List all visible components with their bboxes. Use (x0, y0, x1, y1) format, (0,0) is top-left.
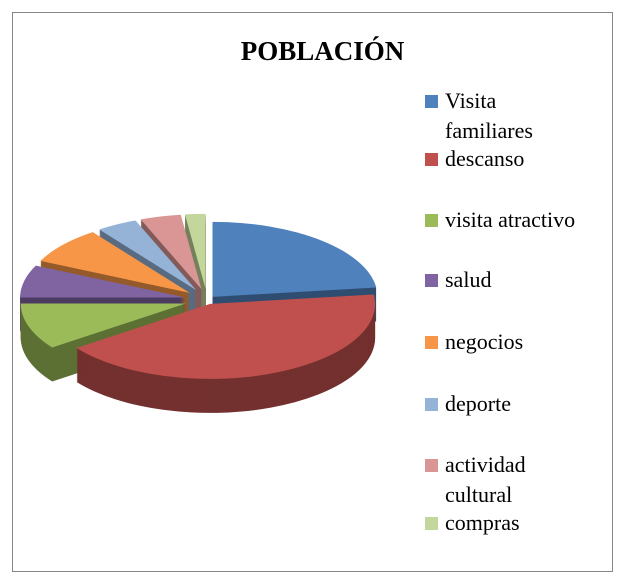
legend-label: compras (445, 510, 520, 535)
slice-top (99, 220, 197, 291)
legend-item: deporte (425, 389, 615, 419)
legend-swatch (425, 214, 438, 227)
slice-top (184, 213, 206, 289)
legend-label: salud (445, 267, 492, 292)
legend-item: salud (425, 265, 615, 295)
legend-item: visita atractivo (425, 205, 615, 235)
legend-swatch (425, 95, 438, 108)
slice-top (40, 232, 190, 293)
legend-label: deporte (445, 391, 511, 416)
slice-top (212, 221, 377, 297)
legend-swatch (425, 274, 438, 287)
pie-slice (76, 294, 376, 413)
slice-top (76, 294, 376, 379)
legend-label: negocios (445, 329, 524, 354)
legend-swatch (425, 336, 438, 349)
chart-title: POBLACIÓN (240, 36, 405, 66)
legend-item: Visita familiares (425, 86, 615, 146)
legend-item: negocios (425, 327, 615, 357)
legend-swatch (425, 398, 438, 411)
legend-swatch (425, 517, 438, 530)
legend-item: compras (425, 508, 615, 538)
legend-item: actividad cultural (425, 450, 615, 510)
slice-top (20, 265, 186, 298)
legend-label: Visita familiares (445, 88, 533, 143)
legend-swatch (425, 459, 438, 472)
slice-top (20, 303, 186, 348)
legend-label: visita atractivo (445, 207, 576, 232)
slice-top (140, 214, 202, 290)
legend-label: descanso (445, 146, 525, 171)
legend-swatch (425, 153, 438, 166)
legend-item: descanso (425, 144, 615, 174)
legend-label: actividad cultural (445, 452, 526, 507)
chart-frame (12, 12, 613, 572)
